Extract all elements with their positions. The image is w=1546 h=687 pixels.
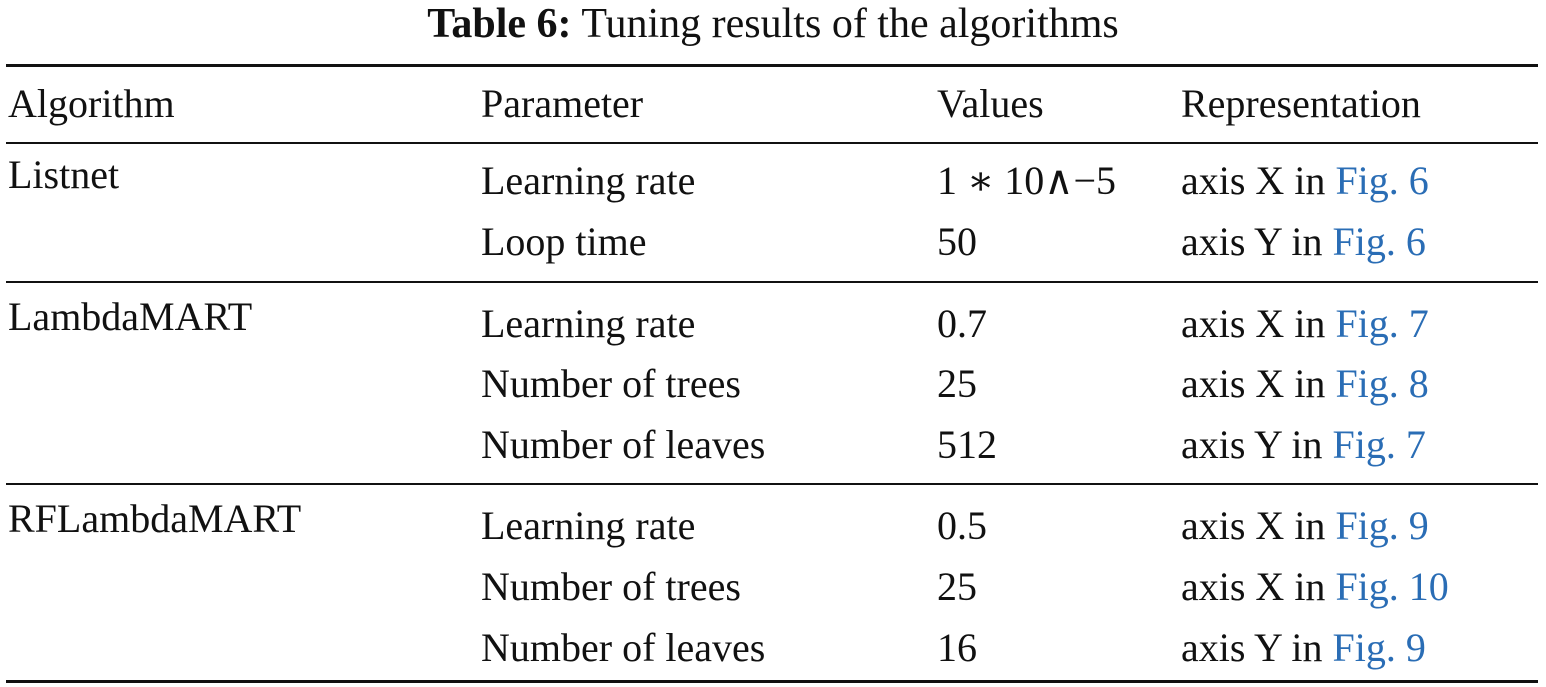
header-rule — [6, 142, 1538, 144]
parameter-cell: Number of leaves — [481, 625, 766, 670]
axis-text: axis X in — [1181, 301, 1326, 346]
figure-link[interactable]: Fig. 8 — [1335, 361, 1429, 406]
algorithm-name: RFLambdaMART — [8, 496, 302, 541]
table-caption: Table 6: Tuning results of the algorithm… — [0, 0, 1546, 52]
header-values: Values — [937, 81, 1044, 126]
caption-label: Table 6: — [427, 1, 572, 47]
representation-cell: axis X in Fig. 10 — [1181, 565, 1449, 609]
algorithm-name: Listnet — [8, 152, 120, 197]
figure-link[interactable]: Fig. 6 — [1332, 219, 1426, 264]
representation-cell: axis X in Fig. 6 — [1181, 159, 1429, 203]
axis-text: axis Y in — [1181, 219, 1323, 264]
figure-link[interactable]: Fig. 7 — [1332, 422, 1426, 467]
header-algorithm: Algorithm — [8, 81, 175, 126]
figure-link[interactable]: Fig. 10 — [1335, 564, 1449, 609]
value-cell: 0.5 — [937, 503, 987, 548]
axis-text: axis Y in — [1181, 625, 1323, 670]
parameter-cell: Number of trees — [481, 361, 741, 406]
value-cell: 512 — [937, 422, 997, 467]
axis-text: axis X in — [1181, 564, 1326, 609]
parameter-cell: Number of leaves — [481, 422, 766, 467]
representation-cell: axis X in Fig. 7 — [1181, 302, 1429, 346]
axis-text: axis X in — [1181, 361, 1326, 406]
value-cell: 1 ∗ 10∧−5 — [937, 158, 1117, 203]
parameter-cell: Number of trees — [481, 564, 741, 609]
parameter-cell: Learning rate — [481, 503, 696, 548]
figure-link[interactable]: Fig. 6 — [1335, 158, 1429, 203]
value-cell: 50 — [937, 219, 977, 264]
group-rule — [6, 281, 1538, 283]
caption-text: Tuning results of the algorithms — [581, 1, 1119, 47]
algorithm-name: LambdaMART — [8, 294, 253, 339]
parameter-cell: Learning rate — [481, 158, 696, 203]
parameter-cell: Loop time — [481, 219, 647, 264]
representation-cell: axis X in Fig. 9 — [1181, 504, 1429, 548]
header-parameter: Parameter — [481, 81, 644, 126]
figure-link[interactable]: Fig. 9 — [1332, 625, 1426, 670]
top-rule — [6, 64, 1538, 67]
axis-text: axis X in — [1181, 503, 1326, 548]
figure-link[interactable]: Fig. 9 — [1335, 503, 1429, 548]
parameter-cell: Learning rate — [481, 301, 696, 346]
representation-cell: axis Y in Fig. 6 — [1181, 220, 1426, 264]
header-representation: Representation — [1181, 81, 1421, 126]
value-cell: 25 — [937, 564, 977, 609]
bottom-rule — [6, 680, 1538, 683]
value-cell: 0.7 — [937, 301, 987, 346]
value-cell: 16 — [937, 625, 977, 670]
axis-text: axis Y in — [1181, 422, 1323, 467]
value-cell: 25 — [937, 361, 977, 406]
axis-text: axis X in — [1181, 158, 1326, 203]
group-rule — [6, 483, 1538, 485]
representation-cell: axis X in Fig. 8 — [1181, 362, 1429, 406]
representation-cell: axis Y in Fig. 9 — [1181, 626, 1426, 670]
figure-link[interactable]: Fig. 7 — [1335, 301, 1429, 346]
representation-cell: axis Y in Fig. 7 — [1181, 423, 1426, 467]
